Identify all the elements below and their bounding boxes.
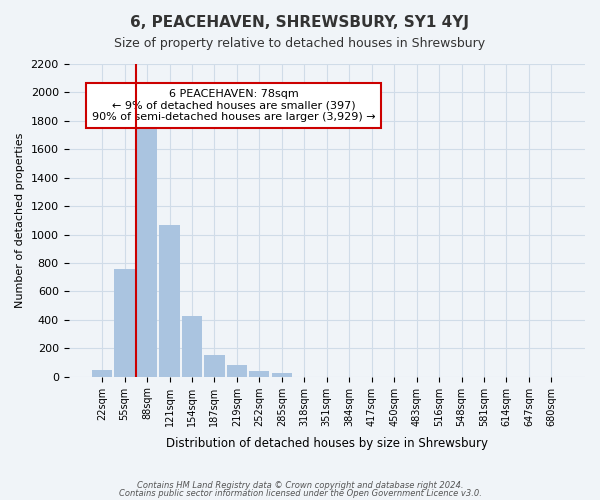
Text: 6, PEACEHAVEN, SHREWSBURY, SY1 4YJ: 6, PEACEHAVEN, SHREWSBURY, SY1 4YJ [131, 15, 470, 30]
Text: Size of property relative to detached houses in Shrewsbury: Size of property relative to detached ho… [115, 38, 485, 51]
Bar [182, 316, 202, 376]
Bar [227, 366, 247, 376]
Bar [205, 354, 224, 376]
Text: Contains HM Land Registry data © Crown copyright and database right 2024.: Contains HM Land Registry data © Crown c… [137, 481, 463, 490]
Bar [115, 268, 134, 376]
Bar [160, 224, 179, 376]
Text: 6 PEACEHAVEN: 78sqm
← 9% of detached houses are smaller (397)
90% of semi-detach: 6 PEACEHAVEN: 78sqm ← 9% of detached hou… [92, 89, 376, 122]
Bar [272, 373, 292, 376]
Y-axis label: Number of detached properties: Number of detached properties [15, 132, 25, 308]
Bar [249, 371, 269, 376]
X-axis label: Distribution of detached houses by size in Shrewsbury: Distribution of detached houses by size … [166, 437, 488, 450]
Text: Contains public sector information licensed under the Open Government Licence v3: Contains public sector information licen… [119, 488, 481, 498]
Bar [92, 370, 112, 376]
Bar [137, 128, 157, 376]
